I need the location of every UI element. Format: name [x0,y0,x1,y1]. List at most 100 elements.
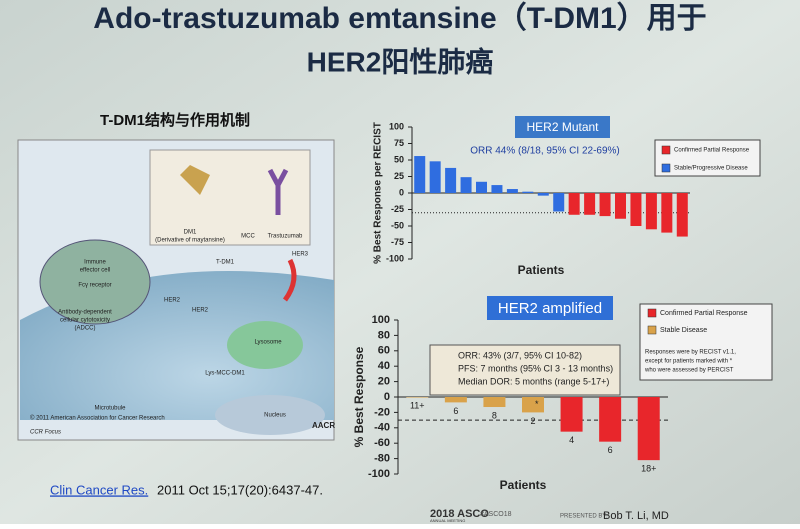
bar [429,161,441,193]
y-tick-label: 0 [384,391,390,403]
figure-label: (Derivative of maytansine) [155,238,225,244]
bar [460,177,472,193]
figure-label: Lysosome [254,340,282,346]
bar [645,193,657,230]
chart-title-box [515,116,610,138]
figure-label: cellular cytotoxicity [60,318,110,324]
figure-label: Microtubule [94,406,126,412]
y-tick-label: 100 [389,121,404,131]
bar [483,397,506,408]
note-line: except for patients marked with * [645,359,733,365]
footer-presenter-label: PRESENTED BY: [560,514,608,520]
footer-presenter: Bob T. Li, MD [603,510,669,522]
bar [599,193,611,217]
figure-label: HER2 [164,298,181,304]
drug-shape [180,165,210,195]
y-axis-label: % Best Response per RECIST [373,122,384,264]
bar [476,181,487,193]
figure-source: CCR Focus [30,430,61,436]
bar [522,397,544,413]
figure-label: effector cell [80,268,111,274]
y-tick-label: -60 [374,437,390,449]
y-tick-label: -100 [386,253,404,263]
bar-marker: * [535,399,539,409]
chart-title: HER2 amplified [498,300,602,317]
y-tick-label: 50 [394,154,404,164]
y-tick-label: 25 [394,171,404,181]
footer-meeting: 2018 ASCO [430,508,489,520]
figure-label: HER2 [192,308,209,314]
legend-box [639,303,773,381]
y-tick-label: 0 [399,187,404,197]
citation-link[interactable]: Clin Cancer Res. [50,482,148,497]
figure-label: Trastuzumab [268,234,303,240]
figure [17,139,335,441]
legend-label: Confirmed Partial Response [660,310,748,317]
figure-label: HER3 [292,252,309,258]
note-line: who were assessed by PERCIST [644,368,734,374]
legend-swatch [647,308,657,318]
legend-swatch [661,163,671,173]
footer-tag: #ASCO18 [480,511,512,518]
figure-label: Lys-MCC-DM1 [205,371,245,377]
legend-label: Stable Disease [660,327,707,334]
legend-swatch [647,325,657,335]
figure-label: MCC [241,234,255,240]
bar [560,397,583,432]
bar-label: 2 [530,416,535,426]
left-heading: T-DM1结构与作用机制 [100,111,250,129]
bar [522,191,534,193]
title: HER2阳性肺癌 [307,45,494,77]
legend-label: Stable/Progressive Disease [674,166,748,172]
nucleus [215,395,325,435]
citation: 2011 Oct 15;17(20):6437-47. [157,482,323,497]
figure-label: Fcγ receptor [78,283,111,289]
immune-cell [39,239,151,325]
bar [445,167,457,193]
textbox [429,344,621,396]
y-tick-label: -25 [391,204,404,214]
x-axis-label: Patients [518,263,565,277]
x-axis-label: Patients [500,478,547,492]
figure-label: Nucleus [264,413,286,419]
legend-swatch [661,145,671,155]
y-axis-label: % Best Response [352,346,366,447]
bar [637,397,660,461]
bar [506,189,518,193]
bar [491,185,503,193]
textbox-line: PFS: 7 months (95% CI 3 - 13 months) [458,363,613,373]
chart-title-box [487,296,613,320]
figure-copyright: © 2011 American Association for Cancer R… [30,415,165,422]
y-tick-label: -40 [374,422,390,434]
bar-label: 11+ [410,400,425,410]
bar [584,193,596,215]
y-tick-label: 20 [378,376,390,388]
y-tick-label: -80 [374,453,390,465]
antibody [267,168,289,215]
bar [553,193,565,212]
bar [444,397,467,403]
title: Ado-trastuzumab emtansine（T-DM1）用于 [93,1,706,35]
bar [676,193,688,237]
footer-meeting-sub: ANNUAL MEETING [430,518,465,523]
her3 [282,258,297,302]
bar-label: 8 [492,410,497,420]
textbox-line: Median DOR: 5 months (range 5-17+) [458,376,609,386]
y-tick-label: 75 [394,138,404,148]
bar [630,193,642,226]
textbox-line: ORR: 43% (3/7, 95% CI 10-82) [458,350,582,360]
y-tick-label: -20 [374,406,390,418]
bar [599,397,622,442]
lysosome [227,321,303,369]
figure-label: Immune [84,260,106,266]
bar [568,193,580,215]
bar [537,193,549,196]
figure-label: Antibody-dependent [58,310,112,316]
bar-label: 6 [608,445,613,455]
legend-label: Confirmed Partial Response [674,148,750,154]
y-tick-label: -100 [368,468,390,480]
structure-box [149,149,311,246]
y-tick-label: 60 [378,345,390,357]
legend-box [654,139,761,177]
